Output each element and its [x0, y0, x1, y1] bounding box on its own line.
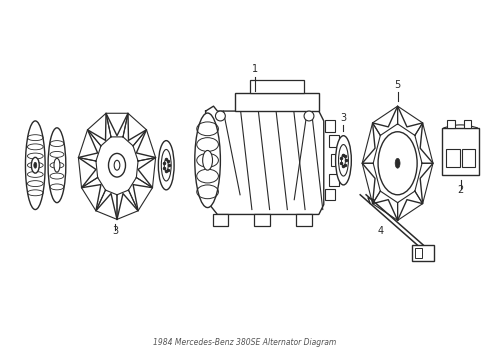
Polygon shape — [96, 190, 117, 219]
Polygon shape — [372, 191, 397, 220]
Polygon shape — [117, 190, 138, 219]
Polygon shape — [123, 113, 147, 146]
Ellipse shape — [31, 157, 39, 173]
Ellipse shape — [336, 136, 351, 185]
Polygon shape — [397, 191, 423, 220]
Bar — [325, 120, 335, 132]
Polygon shape — [397, 106, 423, 135]
Bar — [250, 80, 304, 93]
Bar — [254, 215, 270, 226]
Polygon shape — [136, 158, 156, 188]
Polygon shape — [128, 177, 152, 211]
Ellipse shape — [304, 111, 314, 121]
Polygon shape — [106, 113, 128, 137]
Ellipse shape — [395, 158, 400, 168]
Ellipse shape — [339, 145, 348, 176]
Bar — [329, 174, 339, 186]
Bar — [235, 93, 319, 111]
Polygon shape — [415, 123, 433, 163]
Polygon shape — [206, 106, 324, 215]
Ellipse shape — [216, 111, 225, 121]
Polygon shape — [415, 163, 433, 204]
Polygon shape — [78, 130, 101, 161]
Text: 1984 Mercedes-Benz 380SE Alternator Diagram: 1984 Mercedes-Benz 380SE Alternator Diag… — [153, 338, 337, 347]
Polygon shape — [133, 130, 156, 161]
Polygon shape — [88, 113, 111, 146]
Text: 1: 1 — [252, 64, 258, 74]
Bar — [447, 120, 455, 128]
Ellipse shape — [203, 150, 213, 170]
Polygon shape — [372, 106, 397, 135]
Bar — [446, 149, 460, 167]
Text: 2: 2 — [458, 185, 464, 195]
Bar — [329, 135, 339, 147]
Bar — [416, 248, 422, 258]
Polygon shape — [78, 113, 156, 219]
Ellipse shape — [48, 128, 66, 203]
Bar — [462, 149, 475, 167]
Bar — [464, 120, 471, 128]
Ellipse shape — [195, 113, 220, 208]
Ellipse shape — [34, 162, 37, 168]
Bar — [331, 154, 341, 166]
Text: 3: 3 — [112, 226, 118, 236]
Bar — [442, 128, 479, 175]
Polygon shape — [362, 106, 433, 220]
Text: 5: 5 — [394, 80, 401, 90]
Ellipse shape — [342, 154, 345, 166]
Polygon shape — [81, 177, 105, 211]
Bar — [213, 215, 228, 226]
Bar — [413, 245, 434, 261]
Ellipse shape — [158, 141, 174, 190]
Ellipse shape — [108, 153, 125, 177]
Ellipse shape — [114, 160, 120, 170]
Ellipse shape — [164, 159, 168, 171]
Text: 4: 4 — [378, 226, 384, 236]
Polygon shape — [362, 123, 380, 163]
Text: 3: 3 — [341, 113, 346, 123]
Bar — [325, 189, 335, 200]
Ellipse shape — [161, 149, 171, 181]
Polygon shape — [78, 158, 98, 188]
Bar — [296, 215, 312, 226]
Ellipse shape — [378, 132, 417, 195]
Ellipse shape — [25, 121, 45, 210]
Polygon shape — [362, 163, 380, 204]
Ellipse shape — [54, 158, 60, 172]
